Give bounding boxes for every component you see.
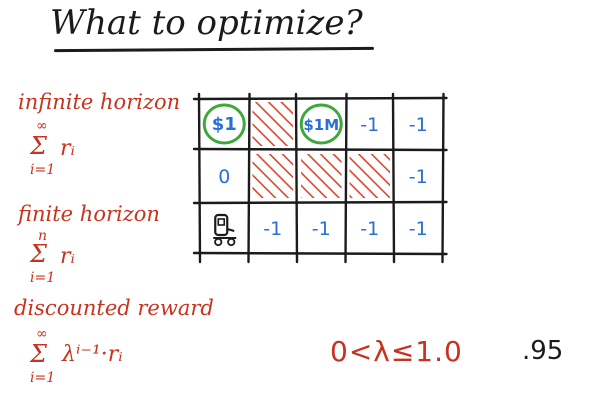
sum-lower: i=1	[30, 370, 56, 386]
reward-label: $1M	[303, 116, 339, 134]
value-cell: -1	[409, 166, 428, 188]
sum-lower: i=1	[30, 270, 56, 286]
value-label: -1	[409, 166, 428, 188]
page-title: What to optimize?	[50, 3, 363, 43]
grid-line-v	[391, 92, 396, 264]
grid-cells: $1 $1M -1 -1 0 -1 -1 -1 -1 -1	[202, 102, 428, 247]
value-cell: -1	[360, 218, 379, 240]
grid-line-h	[192, 200, 448, 205]
value-cell: -1	[312, 218, 331, 240]
reward-label: $1	[212, 114, 237, 135]
grid-line-v	[441, 92, 445, 264]
grid-line-h	[192, 147, 448, 152]
robot-icon	[213, 213, 237, 247]
value-label: -1	[263, 218, 282, 240]
grid-line-h	[192, 251, 448, 256]
blocked-cell	[301, 154, 342, 198]
value-cell: -1	[360, 114, 379, 136]
finite-horizon-heading: finite horizon	[18, 202, 160, 226]
finite-horizon-sum: n Σ i=1 rᵢ	[26, 228, 106, 292]
sigma-symbol: Σ	[30, 132, 47, 160]
gamma-range: 0<λ≤1.0	[330, 335, 463, 368]
blocked-cell	[349, 154, 390, 198]
value-label: 0	[218, 166, 230, 188]
reward-cell: $1	[202, 103, 246, 145]
sum-upper: ∞	[36, 326, 48, 342]
gamma-value: .95	[522, 336, 564, 366]
blocked-cell	[252, 102, 293, 146]
sum-upper: n	[38, 228, 48, 244]
value-cell: -1	[409, 218, 428, 240]
sum-term: rᵢ	[60, 244, 75, 269]
discounted-reward-heading: discounted reward	[14, 296, 214, 320]
infinite-horizon-sum: ∞ Σ i=1 rᵢ	[26, 118, 106, 188]
sigma-symbol: Σ	[30, 340, 47, 368]
grid-lines	[192, 92, 448, 264]
value-label: -1	[409, 218, 428, 240]
grid-line-v	[344, 92, 348, 264]
grid-line-v	[294, 92, 299, 264]
value-label: -1	[360, 114, 379, 136]
grid-line-v	[197, 92, 202, 264]
sum-upper: ∞	[36, 118, 48, 134]
sum-term: λⁱ⁻¹·rᵢ	[62, 342, 123, 367]
reward-circle	[299, 103, 343, 145]
grid-line-v	[247, 92, 251, 264]
blocked-cell	[252, 154, 293, 198]
grid-line-h	[192, 96, 448, 101]
sigma-symbol: Σ	[30, 240, 47, 268]
reward-cell: $1M	[299, 103, 343, 145]
value-cell: 0	[218, 166, 230, 188]
reward-circle	[202, 103, 246, 145]
value-label: -1	[409, 114, 428, 136]
value-cell: -1	[409, 114, 428, 136]
infinite-horizon-heading: infinite horizon	[18, 90, 181, 114]
sum-term: rᵢ	[60, 136, 75, 161]
value-label: -1	[312, 218, 331, 240]
sum-lower: i=1	[30, 162, 56, 178]
value-label: -1	[360, 218, 379, 240]
value-cell: -1	[263, 218, 282, 240]
discounted-reward-sum: ∞ Σ i=1 λⁱ⁻¹·rᵢ	[26, 326, 166, 396]
